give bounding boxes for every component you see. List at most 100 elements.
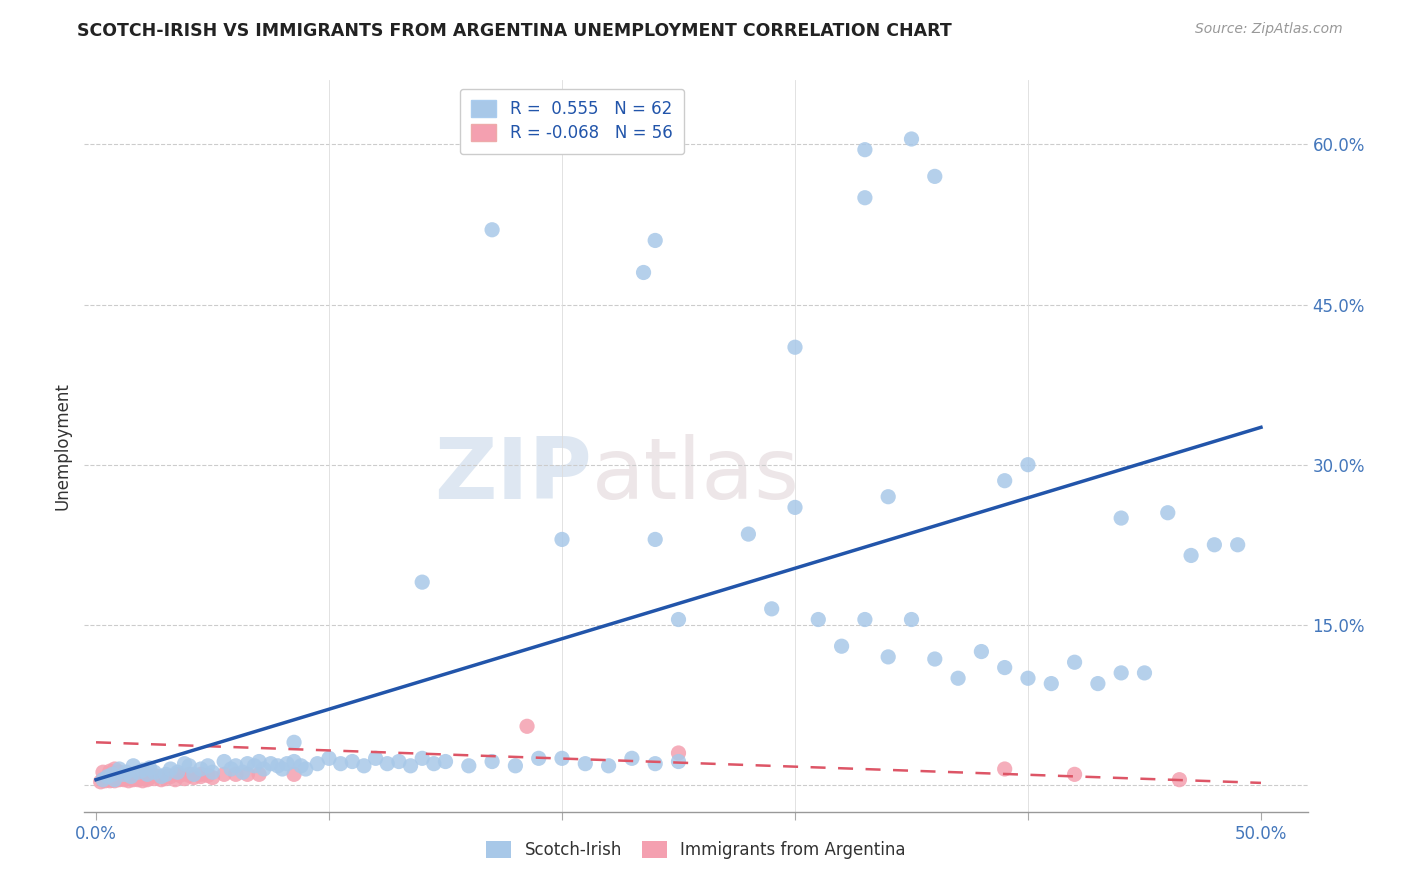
Point bbox=[179, 759, 201, 773]
Point bbox=[516, 719, 538, 733]
Point bbox=[364, 751, 387, 765]
Point bbox=[853, 613, 876, 627]
Point bbox=[411, 751, 433, 765]
Point bbox=[90, 774, 112, 789]
Point bbox=[318, 751, 340, 765]
Point bbox=[1226, 538, 1249, 552]
Point bbox=[924, 652, 946, 666]
Point bbox=[924, 169, 946, 184]
Point bbox=[104, 773, 127, 788]
Point bbox=[122, 772, 145, 787]
Point bbox=[970, 644, 993, 658]
Point bbox=[115, 765, 138, 780]
Point bbox=[104, 772, 127, 787]
Point bbox=[737, 527, 759, 541]
Point bbox=[434, 755, 457, 769]
Point bbox=[105, 772, 128, 786]
Point bbox=[143, 765, 166, 780]
Point bbox=[783, 340, 806, 354]
Point bbox=[307, 756, 329, 771]
Point bbox=[1040, 676, 1063, 690]
Point bbox=[644, 533, 666, 547]
Point bbox=[900, 613, 922, 627]
Point bbox=[120, 772, 142, 786]
Point bbox=[877, 490, 900, 504]
Point bbox=[179, 768, 201, 782]
Point bbox=[375, 756, 398, 771]
Point bbox=[190, 769, 212, 783]
Point bbox=[761, 602, 783, 616]
Point bbox=[165, 772, 187, 787]
Point bbox=[201, 765, 224, 780]
Point bbox=[831, 639, 853, 653]
Point bbox=[783, 500, 806, 515]
Point bbox=[136, 772, 159, 787]
Point bbox=[101, 772, 124, 787]
Point bbox=[1109, 665, 1132, 680]
Point bbox=[353, 759, 375, 773]
Point bbox=[900, 132, 922, 146]
Point bbox=[411, 575, 433, 590]
Point bbox=[1017, 458, 1039, 472]
Point bbox=[98, 764, 121, 779]
Point bbox=[243, 759, 266, 773]
Point bbox=[853, 143, 876, 157]
Point bbox=[283, 767, 305, 781]
Point bbox=[329, 756, 352, 771]
Point bbox=[276, 756, 298, 771]
Point bbox=[481, 755, 503, 769]
Point bbox=[1109, 511, 1132, 525]
Point bbox=[150, 769, 173, 783]
Point bbox=[267, 759, 290, 773]
Point bbox=[620, 751, 643, 765]
Point bbox=[457, 759, 479, 773]
Point bbox=[155, 769, 177, 783]
Point bbox=[290, 759, 312, 773]
Point bbox=[283, 755, 305, 769]
Text: Source: ZipAtlas.com: Source: ZipAtlas.com bbox=[1195, 22, 1343, 37]
Point bbox=[877, 649, 900, 664]
Point bbox=[173, 772, 195, 786]
Point bbox=[155, 767, 177, 781]
Point bbox=[505, 759, 527, 773]
Point bbox=[94, 773, 117, 788]
Point bbox=[423, 756, 446, 771]
Point bbox=[134, 772, 156, 786]
Point bbox=[150, 772, 173, 787]
Point bbox=[155, 772, 177, 786]
Point bbox=[260, 756, 283, 771]
Point bbox=[166, 767, 188, 781]
Point bbox=[212, 767, 235, 781]
Point bbox=[111, 771, 134, 785]
Text: ZIP: ZIP bbox=[434, 434, 592, 516]
Point bbox=[551, 751, 574, 765]
Point bbox=[668, 746, 690, 760]
Point bbox=[1168, 772, 1191, 787]
Point bbox=[253, 762, 276, 776]
Point bbox=[201, 771, 224, 785]
Point bbox=[1204, 538, 1226, 552]
Point bbox=[994, 762, 1017, 776]
Point bbox=[853, 191, 876, 205]
Point bbox=[247, 755, 270, 769]
Point bbox=[1017, 671, 1039, 685]
Point bbox=[247, 767, 270, 781]
Point bbox=[574, 756, 596, 771]
Point bbox=[1063, 767, 1085, 781]
Point bbox=[166, 765, 188, 780]
Point bbox=[551, 533, 574, 547]
Point bbox=[98, 773, 121, 788]
Point bbox=[108, 765, 131, 780]
Point bbox=[127, 765, 149, 780]
Point bbox=[173, 756, 195, 771]
Point bbox=[1180, 549, 1202, 563]
Point bbox=[225, 759, 247, 773]
Y-axis label: Unemployment: Unemployment bbox=[53, 382, 72, 510]
Point bbox=[131, 773, 153, 788]
Point bbox=[179, 767, 201, 781]
Point bbox=[225, 767, 247, 781]
Point bbox=[668, 755, 690, 769]
Point bbox=[136, 767, 159, 781]
Point bbox=[91, 772, 114, 787]
Text: SCOTCH-IRISH VS IMMIGRANTS FROM ARGENTINA UNEMPLOYMENT CORRELATION CHART: SCOTCH-IRISH VS IMMIGRANTS FROM ARGENTIN… bbox=[77, 22, 952, 40]
